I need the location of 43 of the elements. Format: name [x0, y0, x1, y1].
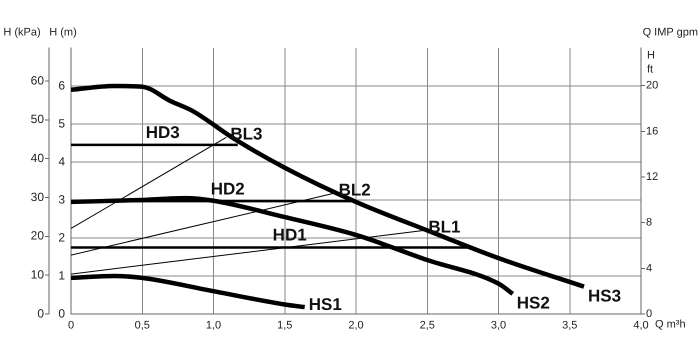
x-axis-title: Q m³h [655, 318, 686, 331]
series-label: HS3 [588, 286, 622, 306]
y-tick-label: 5 [58, 116, 66, 130]
series-label: HS1 [308, 294, 342, 314]
y2-tick-label: 4 [646, 262, 652, 274]
y2-tick-label: 0 [646, 308, 652, 320]
x-tick-label: 3,5 [562, 320, 578, 332]
y3-tick-label: 20 [30, 228, 44, 243]
y-axis-title: H (m) [49, 26, 77, 39]
series-label: HS2 [516, 294, 550, 313]
text: Q IMP gpm [642, 26, 698, 39]
y3-tick-label: 30 [30, 190, 44, 204]
y-tick-label: 0 [58, 306, 66, 320]
y3-axis-title: H (kPa) [3, 26, 41, 39]
series-label: BL3 [230, 124, 262, 144]
y2-tick-label: 20 [646, 80, 658, 92]
y3-tick-label: 40 [30, 150, 44, 165]
y-tick-label: 4 [58, 154, 66, 168]
series-label: HD3 [146, 123, 180, 142]
x-tick-label: 2,0 [348, 320, 364, 332]
series-label: BL2 [338, 180, 371, 200]
y2-tick-label: 16 [646, 125, 658, 138]
x-tick-label: 3,0 [490, 320, 506, 332]
y3-tick-label: 0 [37, 306, 44, 320]
y-tick-label: 2 [58, 230, 66, 244]
series-label: BL1 [428, 218, 461, 237]
y3-tick-label: 10 [30, 267, 44, 282]
x-tick-label: 0 [68, 320, 74, 332]
x-tick-label: 1,5 [277, 320, 292, 332]
series-label: HD2 [210, 179, 245, 198]
y2-tick-label: 12 [646, 171, 658, 184]
y2-tick-label: 8 [646, 216, 652, 229]
x-tick-label: 1,0 [206, 320, 222, 332]
y3-tick-label: 60 [30, 73, 44, 88]
y-tick-label: 1 [58, 268, 66, 282]
y3-tick-label: 50 [30, 112, 44, 126]
y-tick-label: 6 [58, 78, 66, 92]
y2-axis-title: H ft [647, 50, 655, 76]
y-tick-label: 3 [58, 192, 66, 206]
x-tick-label: 2,5 [420, 320, 435, 332]
series-label: HD1 [272, 226, 307, 245]
x-tick-label: 4,0 [633, 320, 649, 332]
x-tick-label: 0,5 [134, 320, 150, 332]
